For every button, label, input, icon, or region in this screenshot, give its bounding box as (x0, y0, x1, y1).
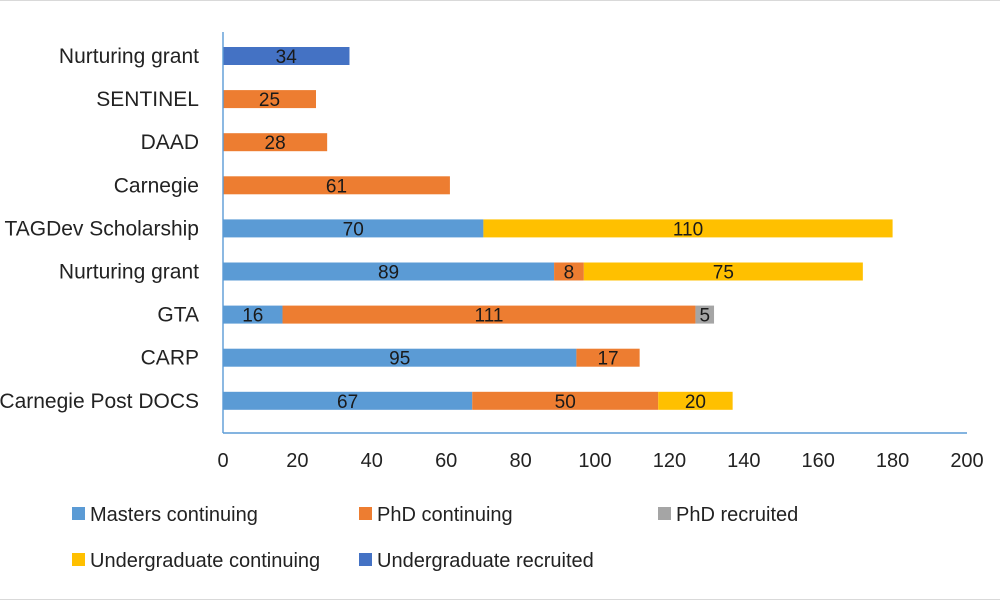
legend-swatch (72, 553, 85, 566)
data-label: 28 (265, 133, 286, 154)
data-label: 17 (597, 349, 618, 370)
data-label: 50 (555, 392, 576, 413)
x-tick-label: 200 (950, 450, 983, 472)
category-label: TAGDev Scholarship (4, 217, 199, 240)
legend-swatch (359, 553, 372, 566)
bar-segment (658, 391, 733, 410)
x-tick-label: 180 (876, 450, 909, 472)
x-tick-label: 120 (653, 450, 686, 472)
data-label: 16 (242, 306, 263, 327)
bar-segment (223, 348, 577, 367)
category-label: Carnegie Post DOCS (0, 390, 199, 413)
bar-segment (576, 348, 640, 367)
axes-layer (222, 32, 967, 434)
bar-segment (223, 391, 473, 410)
x-tick-label: 20 (286, 450, 308, 472)
data-label: 34 (276, 47, 298, 68)
legend-item-label: Masters continuing (90, 504, 258, 526)
bar-segment (282, 305, 696, 324)
legend-item-label: PhD recruited (676, 504, 798, 526)
data-label: 110 (673, 219, 703, 240)
x-tick-label: 40 (361, 450, 383, 472)
x-tick-label: 140 (727, 450, 760, 472)
data-label: 8 (564, 263, 575, 284)
bar-segment (223, 133, 328, 152)
category-label: Carnegie (114, 174, 199, 197)
bar-segment (554, 262, 584, 281)
data-label: 89 (378, 263, 399, 284)
legend-item-label: PhD continuing (377, 504, 513, 526)
x-tick-label: 160 (802, 450, 835, 472)
bar-segment (223, 90, 316, 109)
bar-segment (583, 262, 863, 281)
bar-segment (483, 219, 893, 238)
category-label: Nurturing grant (59, 261, 199, 284)
x-tick-label: 100 (578, 450, 611, 472)
labels-layer: Nurturing grant SENTINEL DAAD Carnegie TAGDe… (0, 45, 984, 472)
bar-segment (223, 219, 484, 238)
category-label: Nurturing grant (59, 45, 199, 68)
category-label: SENTINEL (96, 88, 199, 111)
data-label: 61 (326, 176, 347, 197)
legend-swatch (658, 507, 671, 520)
category-label: DAAD (141, 131, 199, 154)
legend: Masters continuing PhD continuing PhD recr… (72, 504, 798, 572)
data-label: 95 (389, 349, 410, 370)
bar-segment (223, 305, 283, 324)
legend-item-label: Undergraduate continuing (90, 550, 320, 572)
legend-swatch (359, 507, 372, 520)
category-label: GTA (157, 304, 199, 327)
bar-segment (223, 176, 450, 195)
bar-segment (472, 391, 659, 410)
data-label: 111 (475, 306, 504, 327)
x-tick-label: 80 (509, 450, 531, 472)
bar-segment (223, 262, 555, 281)
data-label: 20 (685, 392, 706, 413)
x-tick-label: 60 (435, 450, 457, 472)
data-label: 70 (343, 219, 364, 240)
x-tick-label: 0 (217, 450, 228, 472)
bar-segment (223, 47, 350, 65)
category-label: CARP (141, 347, 199, 370)
bars-layer (223, 47, 893, 410)
data-label: 67 (337, 392, 358, 413)
data-label: 5 (699, 306, 710, 327)
legend-item-label: Undergraduate recruited (377, 550, 594, 572)
data-label: 75 (713, 263, 734, 284)
bar-segment (695, 305, 715, 324)
legend-swatch (72, 507, 85, 520)
data-label: 25 (259, 90, 280, 111)
